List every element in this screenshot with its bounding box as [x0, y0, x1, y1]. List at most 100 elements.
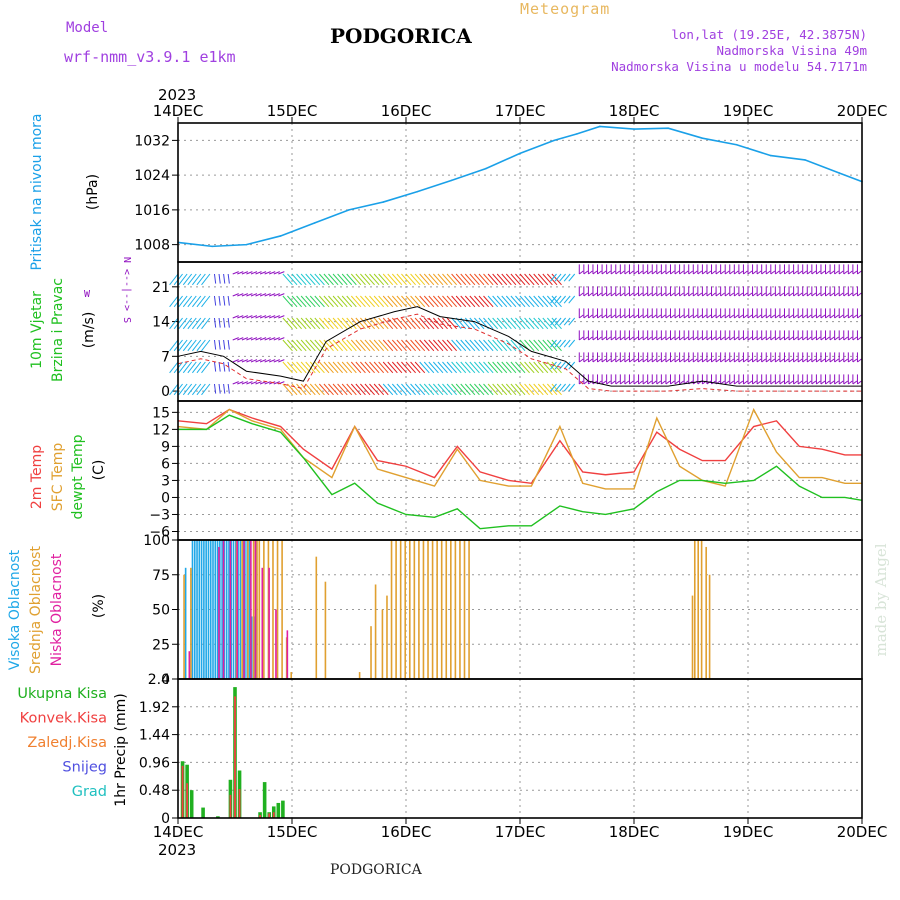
wind-barb-flag [647, 336, 652, 341]
wind-barb-flag [715, 314, 721, 319]
wind-barb [414, 273, 426, 286]
wind-barb [364, 295, 375, 308]
wind-barb-flag [743, 358, 748, 363]
wind-barb [533, 317, 544, 330]
wind-barb-flag [610, 314, 616, 319]
pressure-point [519, 152, 521, 155]
wind-barb-flag [811, 314, 817, 319]
wind-barb-flag [857, 270, 862, 275]
wind-barb-flag [788, 380, 794, 385]
wind-barb [428, 295, 439, 308]
wind-barb-flag [816, 270, 821, 275]
wind-barb [346, 339, 357, 352]
wind-barb [213, 383, 217, 394]
wind-barb-flag [670, 336, 675, 341]
wind-barb [419, 361, 430, 374]
cloud-high-bar [203, 540, 205, 679]
cloud-high-bar [198, 540, 201, 679]
wind-barb [478, 339, 489, 352]
pressure-point [838, 172, 840, 174]
wind-barb-flag [747, 380, 753, 385]
wind-barb [305, 361, 316, 374]
wind-barb [487, 317, 499, 330]
wind-barb [519, 273, 530, 286]
wind-barb-flag [857, 336, 862, 341]
wind-barb [474, 361, 485, 374]
wind-barb [519, 295, 530, 308]
pressure-point [701, 137, 704, 140]
pressure-point [667, 127, 669, 130]
wind-barb-flag [642, 292, 648, 297]
wind-barb-flag [756, 380, 762, 385]
cloud-mid-bar [276, 540, 279, 679]
wind-barb-flag [711, 292, 716, 297]
wind-barb-flag [724, 358, 730, 363]
wind-barb-flag [674, 336, 680, 341]
wind-barb [355, 339, 366, 352]
wind-barb [519, 317, 530, 330]
wind-barb-flag [770, 270, 776, 275]
wind-barb [328, 273, 339, 286]
wind-barb-flag [720, 336, 725, 341]
wind-barb-flag [651, 336, 657, 341]
wind-barb-flag [610, 336, 616, 341]
x-tick-label-top: 14DEC [153, 102, 204, 120]
wind-barb [405, 295, 416, 308]
wind-barb [474, 273, 485, 286]
wind-barb-flag [793, 314, 798, 319]
cloud-mid-bar [436, 540, 438, 679]
wind-barb [328, 361, 339, 374]
wind-barb [405, 361, 416, 374]
x-year-top: 2023 [158, 86, 196, 104]
cloud-mid-bar [263, 540, 265, 679]
wind-barb-flag [765, 292, 771, 297]
pressure-point [348, 209, 350, 211]
wind-barb-flag [601, 314, 607, 319]
x-tick-label-top: 15DEC [267, 102, 318, 120]
wind-barb [437, 317, 448, 330]
wind-barb-flag [715, 270, 721, 275]
wind-barb-flag [756, 336, 762, 341]
wind-barb-flag [715, 292, 721, 297]
wind-barb [192, 295, 202, 308]
pressure-point [382, 201, 385, 203]
wind-barb-flag [679, 270, 684, 275]
wind-barb [314, 317, 325, 330]
wind-barb-flag [688, 314, 694, 319]
cloud-low-bar [236, 540, 238, 679]
y-tick-label-temperature: 9 [161, 439, 170, 455]
wind-barb-flag [775, 358, 780, 363]
wind-barb-flag [578, 336, 584, 341]
wind-barb [255, 337, 262, 341]
page-title: PODGORICA [330, 24, 472, 48]
wind-barb [455, 361, 467, 374]
wind-barb [533, 383, 544, 396]
wind-barb [528, 273, 540, 286]
wind-barb [423, 295, 435, 308]
wind-barb-flag [578, 292, 584, 297]
wind-barb [563, 361, 571, 370]
wind-barb [464, 273, 476, 286]
wind-barb-flag [615, 314, 621, 319]
wind-barb [291, 273, 302, 286]
wind-barb [341, 273, 353, 286]
sfc-temp-label: SFC Temp [50, 443, 66, 512]
wind-barb [559, 361, 566, 370]
wind-barb-flag [724, 314, 730, 319]
wind-barb-flag [688, 336, 694, 341]
y-tick-label-temperature: 12 [152, 422, 170, 438]
wind-barb-flag [606, 336, 611, 341]
wind-barb-flag [615, 358, 621, 363]
wind-gust-line [177, 313, 862, 392]
wind-barb [496, 361, 508, 374]
wind-barb [346, 383, 357, 396]
wind-barb-flag [642, 380, 648, 385]
wind-barb-flag [629, 292, 634, 297]
wind-barb [323, 317, 334, 330]
wind-barb [182, 317, 193, 330]
wind-barb [246, 337, 253, 341]
cloud-mid-bar [418, 540, 420, 679]
wind-barb-flag [857, 380, 862, 385]
model-elevation-text: Nadmorska Visina u modelu 54.7171m [611, 59, 867, 74]
wind-barb-flag [848, 358, 853, 363]
